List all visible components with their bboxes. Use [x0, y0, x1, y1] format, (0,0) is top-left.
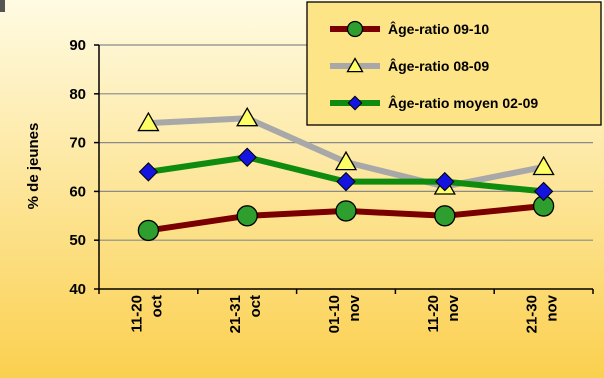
y-tick-label: 70	[69, 135, 86, 152]
y-axis-label: % de jeunes	[25, 123, 42, 210]
x-tick-label-month: nov	[445, 294, 462, 321]
series-2	[137, 106, 555, 195]
x-tick-label: 01-10 nov	[326, 294, 363, 333]
y-tick-labels: 40 50 60 70 80 90	[69, 37, 86, 298]
x-tick-labels: 11-20 oct 21-31 oct 01-10 nov 11-20 nov 21-30 nov	[128, 294, 560, 333]
legend: Âge-ratio 09-10 Âge-ratio 08-09 Âge-ratio …	[306, 1, 602, 126]
legend-marker	[346, 57, 364, 73]
data-point	[335, 200, 357, 222]
x-tick-label: 21-30 nov	[524, 294, 561, 333]
legend-label: Âge-ratio moyen 02-09	[388, 94, 538, 111]
data-point	[334, 150, 358, 171]
legend-entry: Âge-ratio 09-10	[330, 20, 489, 38]
data-point	[237, 147, 257, 167]
x-tick-label-month: oct	[247, 295, 264, 318]
data-point	[533, 181, 554, 202]
legend-entry: Âge-ratio moyen 02-09	[330, 94, 538, 111]
series-1	[137, 195, 555, 242]
series-3	[138, 147, 554, 202]
data-point	[137, 111, 160, 132]
data-point	[236, 205, 258, 227]
x-tick-label: 21-31 oct	[227, 295, 264, 333]
data-point	[336, 171, 356, 192]
y-tick-label: 60	[69, 183, 86, 200]
x-tick-label: 11-20 oct	[128, 295, 165, 333]
data-point	[434, 205, 456, 227]
axes	[94, 44, 594, 294]
x-tick-label-range: 11-20	[128, 295, 145, 333]
x-tick-label-month: nov	[544, 294, 561, 321]
legend-label: Âge-ratio 09-10	[388, 20, 489, 37]
y-tick-label: 40	[69, 281, 86, 298]
y-tick-label: 90	[69, 37, 86, 54]
frame-corner-marker	[0, 0, 5, 12]
legend-marker	[347, 95, 363, 111]
data-point	[137, 219, 160, 242]
legend-marker	[346, 20, 364, 38]
data-point	[138, 162, 159, 182]
data-point	[236, 106, 259, 127]
x-tick-label-month: oct	[148, 295, 165, 318]
y-tick-label: 80	[69, 86, 86, 103]
x-tick-label: 11-20 nov	[425, 294, 462, 332]
x-tick-label-range: 11-20	[425, 295, 442, 333]
legend-entry: Âge-ratio 08-09	[330, 57, 489, 74]
series-group	[137, 106, 555, 242]
y-tick-label: 50	[69, 232, 86, 249]
x-tick-label-month: nov	[346, 294, 363, 321]
data-point	[532, 155, 555, 176]
x-tick-label-range: 21-31	[227, 295, 244, 333]
legend-label: Âge-ratio 08-09	[388, 57, 489, 74]
data-point	[435, 171, 455, 192]
x-tick-label-range: 21-30	[524, 295, 541, 333]
x-tick-label-range: 01-10	[326, 295, 343, 333]
